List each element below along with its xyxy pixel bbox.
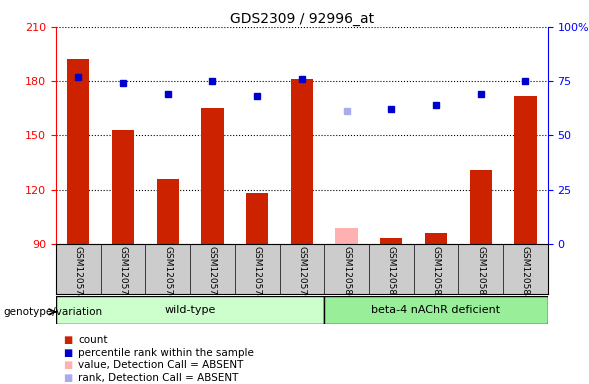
Bar — [67, 60, 90, 244]
Bar — [324, 296, 548, 324]
Text: GSM120578: GSM120578 — [253, 247, 262, 301]
Text: count: count — [78, 335, 108, 345]
Text: GSM120582: GSM120582 — [432, 247, 441, 301]
Bar — [380, 238, 402, 244]
Text: value, Detection Call = ABSENT: value, Detection Call = ABSENT — [78, 360, 244, 370]
Text: rank, Detection Call = ABSENT: rank, Detection Call = ABSENT — [78, 373, 239, 383]
Text: ■: ■ — [63, 335, 72, 345]
Text: GSM120583: GSM120583 — [476, 247, 485, 301]
Bar — [335, 228, 358, 244]
Text: genotype/variation: genotype/variation — [3, 307, 102, 317]
Bar — [56, 296, 324, 324]
Bar — [112, 130, 134, 244]
Text: beta-4 nAChR deficient: beta-4 nAChR deficient — [372, 305, 501, 315]
Text: GSM120577: GSM120577 — [208, 247, 217, 301]
Text: GSM120574: GSM120574 — [74, 247, 83, 301]
Bar — [291, 79, 313, 244]
Bar — [469, 170, 492, 244]
Bar — [201, 108, 224, 244]
Title: GDS2309 / 92996_at: GDS2309 / 92996_at — [230, 12, 374, 26]
Bar — [514, 96, 537, 244]
Text: GSM120576: GSM120576 — [163, 247, 172, 301]
Text: GSM120581: GSM120581 — [387, 247, 396, 301]
Text: ■: ■ — [63, 373, 72, 383]
Text: GSM120580: GSM120580 — [342, 247, 351, 301]
Text: ■: ■ — [63, 348, 72, 358]
Text: GSM120584: GSM120584 — [521, 247, 530, 301]
Text: ■: ■ — [63, 360, 72, 370]
Bar — [246, 193, 269, 244]
Text: GSM120575: GSM120575 — [118, 247, 128, 301]
Text: percentile rank within the sample: percentile rank within the sample — [78, 348, 254, 358]
Bar — [157, 179, 179, 244]
Bar — [425, 233, 447, 244]
Text: GSM120579: GSM120579 — [297, 247, 306, 301]
Text: wild-type: wild-type — [164, 305, 216, 315]
